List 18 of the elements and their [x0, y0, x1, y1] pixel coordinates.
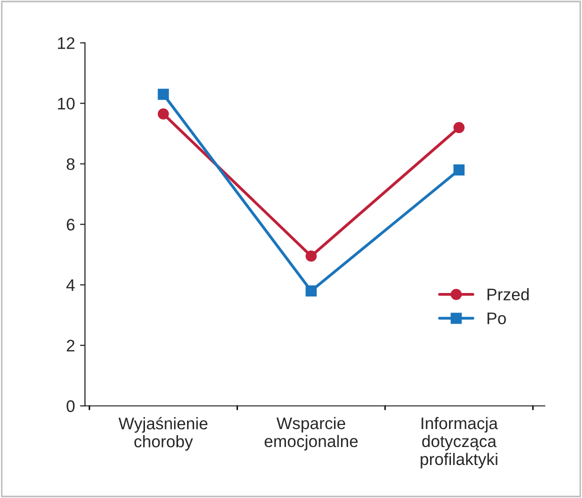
point — [453, 164, 465, 176]
legend-label: Przed — [488, 288, 529, 300]
point — [158, 108, 169, 120]
point — [306, 285, 317, 296]
y-tick-label: 4 — [66, 279, 75, 291]
y-tick-label: 0 — [66, 400, 75, 412]
y-tick-label: 12 — [58, 37, 74, 49]
y-tick-label: 10 — [58, 98, 75, 110]
x-tick-label: Wyjaśnienie choroby — [118, 416, 208, 451]
x-tick-label: Wsparcie emocjonalne — [264, 416, 358, 450]
x-tick-label: Informacja dotycząca profilaktyki — [420, 416, 498, 468]
legend-label: Po — [488, 312, 506, 324]
point — [453, 122, 465, 134]
y-tick-label: 2 — [66, 340, 74, 352]
point — [306, 250, 317, 262]
y-tick-label: 8 — [66, 158, 75, 170]
point — [158, 88, 169, 100]
y-tick-label: 6 — [66, 218, 75, 231]
